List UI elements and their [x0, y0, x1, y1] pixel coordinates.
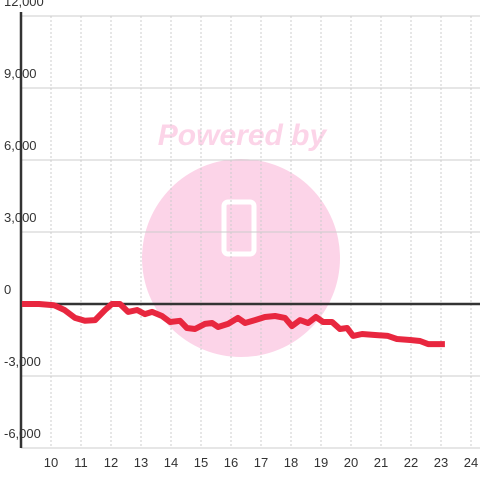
y-tick-label: 3,000: [4, 210, 37, 225]
x-tick-label: 19: [314, 455, 328, 470]
y-tick-label: -6,000: [4, 426, 41, 441]
watermark-icon: [221, 199, 257, 257]
x-tick-label: 11: [74, 455, 88, 470]
x-tick-label: 10: [44, 455, 58, 470]
x-tick-label: 21: [374, 455, 388, 470]
watermark-logo: [142, 159, 340, 357]
x-tick-label: 17: [254, 455, 268, 470]
watermark-text: Powered by: [158, 119, 328, 152]
x-tick-label: 16: [224, 455, 238, 470]
x-tick-label: 23: [434, 455, 448, 470]
y-tick-label: 9,000: [4, 66, 37, 81]
x-tick-label: 18: [284, 455, 298, 470]
x-tick-label: 14: [164, 455, 178, 470]
x-tick-label: 24: [464, 455, 478, 470]
x-tick-label: 12: [104, 455, 118, 470]
x-tick-label: 13: [134, 455, 148, 470]
y-tick-label: -3,000: [4, 354, 41, 369]
x-tick-label: 20: [344, 455, 358, 470]
series-line: [21, 301, 445, 348]
x-tick-label: 15: [194, 455, 208, 470]
y-tick-label: 6,000: [4, 138, 37, 153]
x-tick-label: 22: [404, 455, 418, 470]
y-tick-label: 12,000: [4, 0, 44, 9]
y-tick-label: 0: [4, 282, 11, 297]
